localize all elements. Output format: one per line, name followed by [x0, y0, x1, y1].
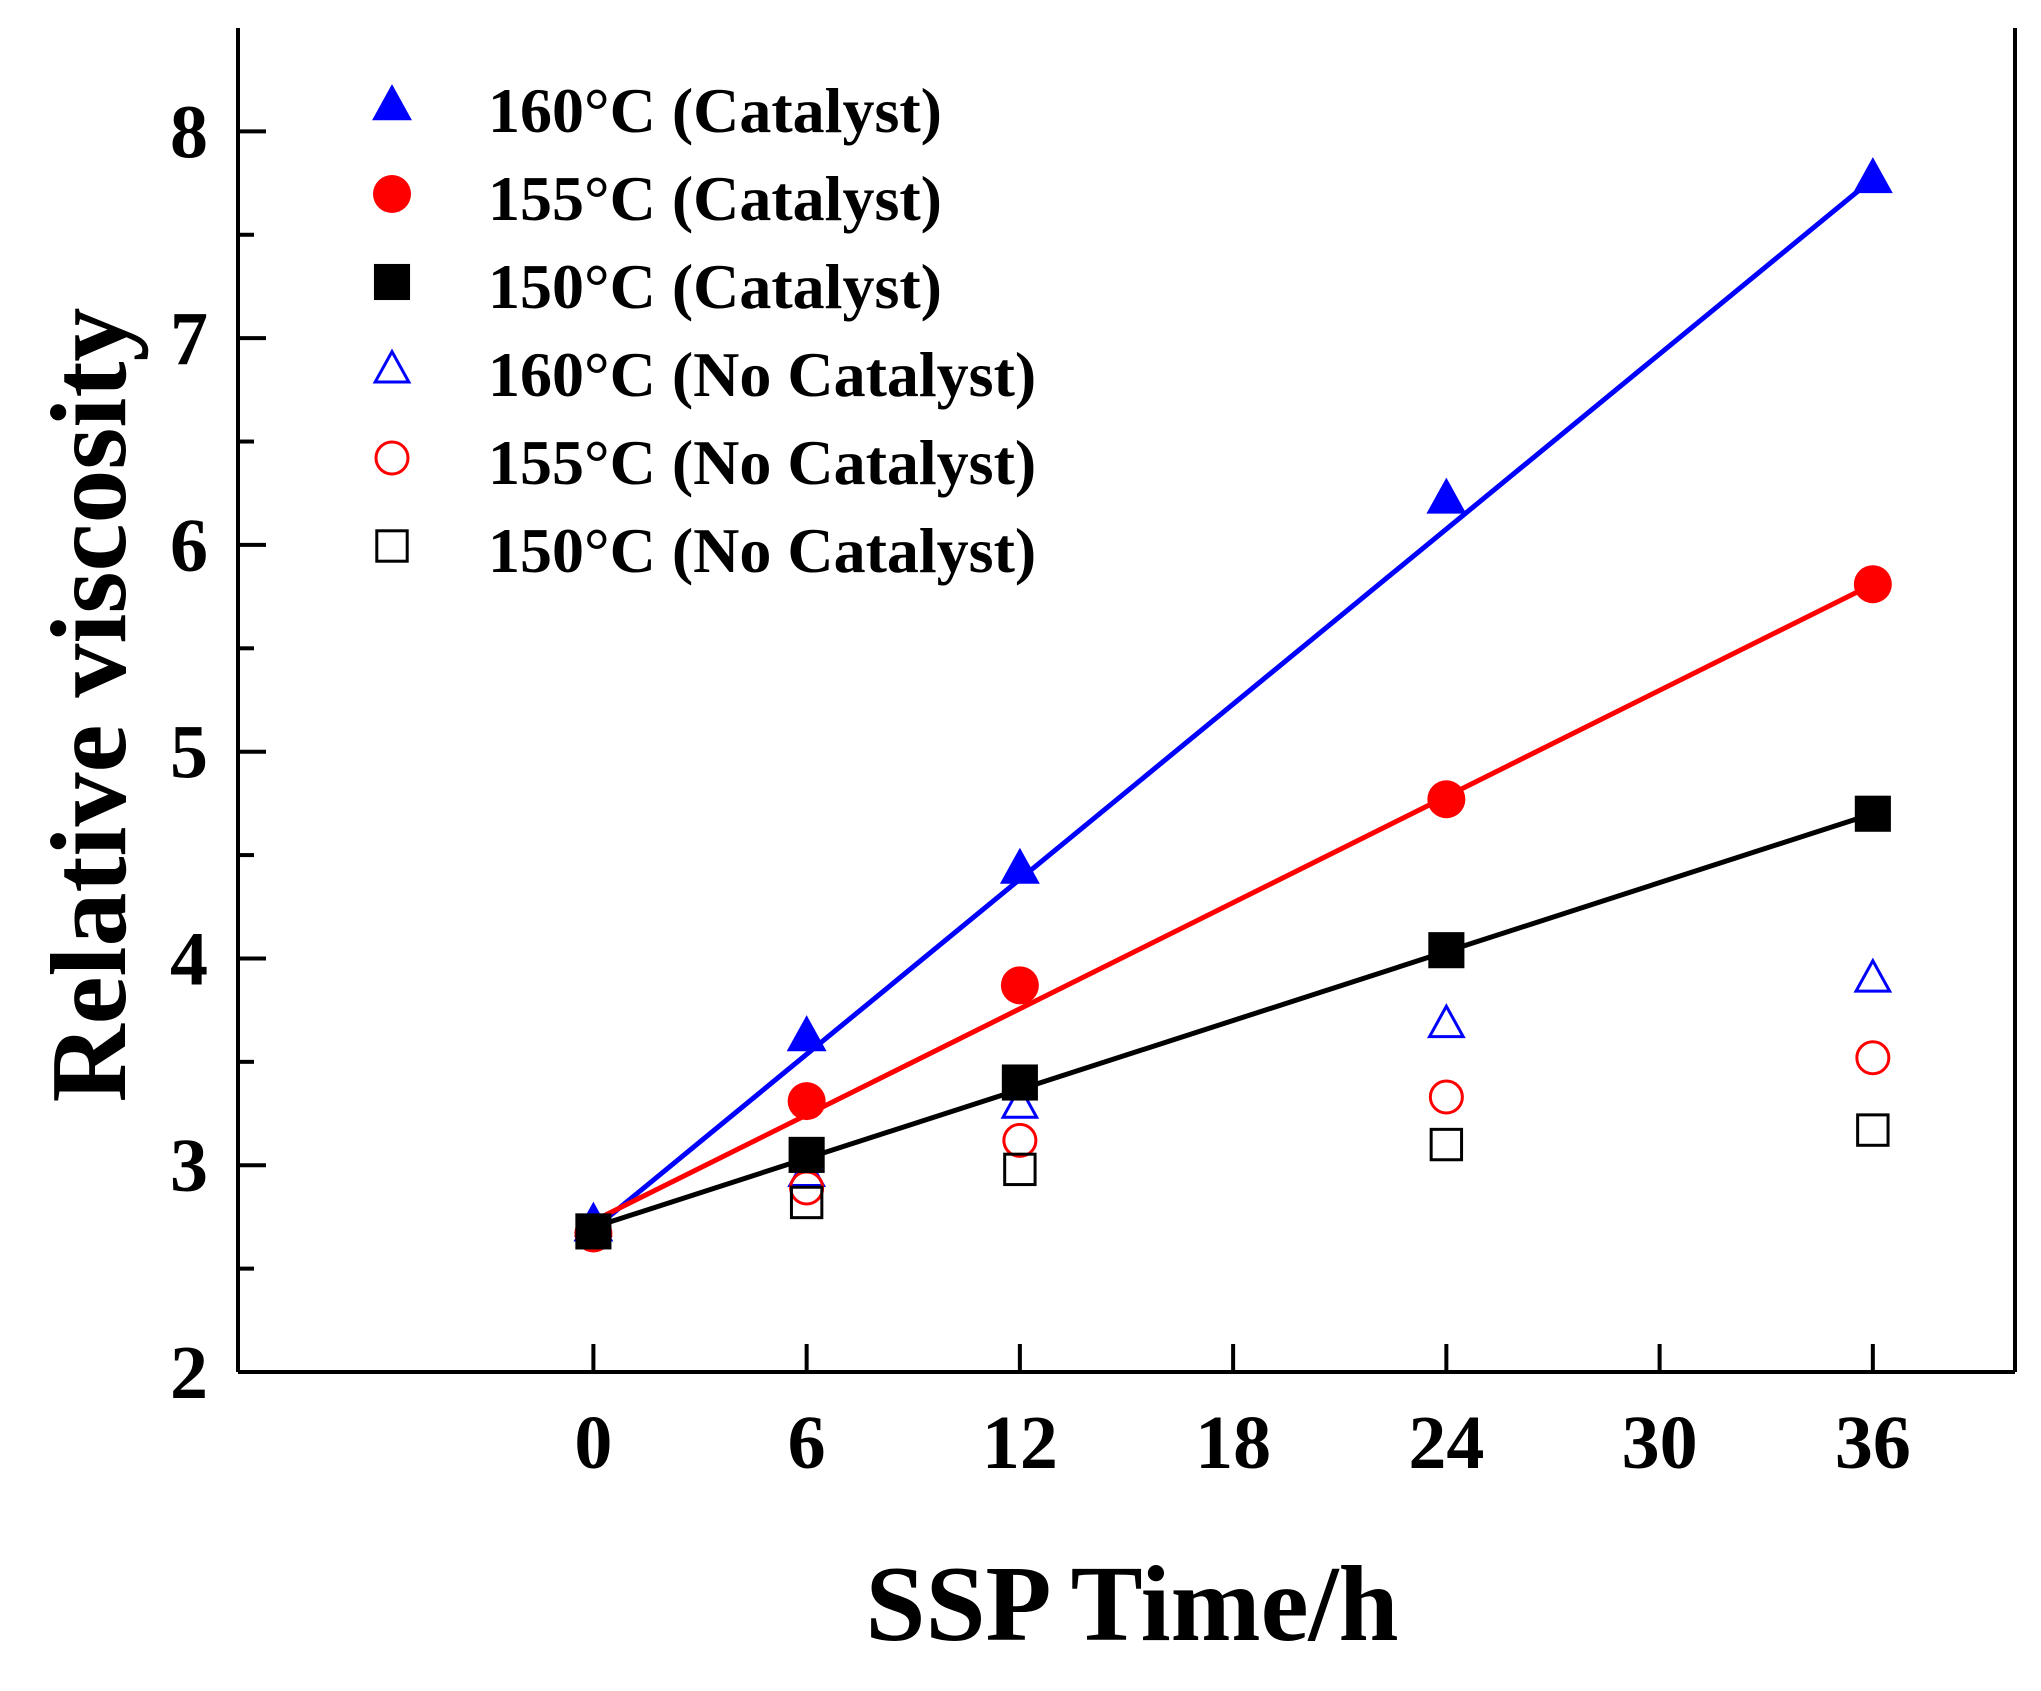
y-axis: 2 3 4 5 6 7 8: [170, 90, 266, 1415]
legend-label: 155°C (No Catalyst): [488, 427, 1036, 498]
legend: 160°C (Catalyst) 155°C (Catalyst) 150°C (C…: [372, 75, 1036, 586]
y-tick-label: 6: [170, 504, 208, 588]
x-axis-title: SSP Time/h: [865, 1545, 1398, 1664]
data-point: [575, 1213, 612, 1250]
data-point: [1853, 565, 1892, 604]
legend-label: 155°C (Catalyst): [488, 163, 942, 234]
data-point: [786, 1015, 827, 1052]
x-tick-label: 18: [1195, 1401, 1271, 1485]
data-point: [788, 1136, 825, 1173]
data-point: [1000, 966, 1039, 1005]
legend-label: 160°C (No Catalyst): [488, 339, 1036, 410]
x-tick-label: 12: [982, 1401, 1058, 1485]
x-tick-label: 30: [1622, 1401, 1698, 1485]
fit-line: [592, 811, 1874, 1230]
data-markers: [573, 157, 1893, 1253]
y-tick-label: 4: [170, 917, 208, 1001]
fit-lines: [591, 177, 1875, 1232]
y-tick-label: 7: [170, 297, 208, 381]
data-point: [1426, 477, 1467, 514]
data-point: [1856, 1113, 1890, 1147]
data-point: [1855, 1040, 1891, 1076]
data-point: [1428, 1079, 1464, 1115]
data-point: [1427, 780, 1466, 819]
legend-marker: [373, 175, 411, 213]
data-point: [1001, 1064, 1038, 1101]
data-point: [1000, 1083, 1040, 1119]
data-point: [1853, 957, 1893, 993]
data-point: [1852, 157, 1893, 194]
fit-line: [592, 581, 1874, 1224]
legend-marker: [373, 263, 411, 301]
y-axis-title: Relative viscosity: [30, 308, 149, 1103]
data-point: [999, 847, 1040, 884]
data-point: [1003, 1152, 1037, 1187]
legend-label: 150°C (Catalyst): [488, 251, 942, 322]
y-tick-label: 2: [170, 1331, 208, 1415]
legend-marker: [374, 440, 410, 476]
x-tick-label: 24: [1408, 1401, 1484, 1485]
legend-marker: [372, 84, 412, 121]
legend-marker: [372, 348, 412, 384]
data-point: [1854, 795, 1891, 832]
data-point: [1428, 932, 1465, 969]
data-point: [1427, 1003, 1466, 1039]
y-tick-label: 3: [170, 1124, 208, 1208]
legend-marker: [375, 529, 409, 563]
legend-label: 150°C (No Catalyst): [488, 515, 1036, 586]
y-tick-label: 5: [170, 711, 208, 795]
data-point: [789, 1185, 824, 1220]
x-axis: 0 6 12 18 24 30 36: [574, 1344, 1911, 1485]
x-tick-label: 36: [1835, 1401, 1911, 1485]
x-tick-label: 0: [574, 1401, 612, 1485]
fit-line: [591, 177, 1875, 1232]
data-point: [1429, 1127, 1464, 1162]
data-point: [787, 1082, 826, 1121]
data-point: [1002, 1122, 1038, 1158]
y-tick-label: 8: [170, 90, 208, 174]
legend-label: 160°C (Catalyst): [488, 75, 942, 146]
x-tick-label: 6: [788, 1401, 826, 1485]
plot-frame: [236, 28, 2017, 1374]
